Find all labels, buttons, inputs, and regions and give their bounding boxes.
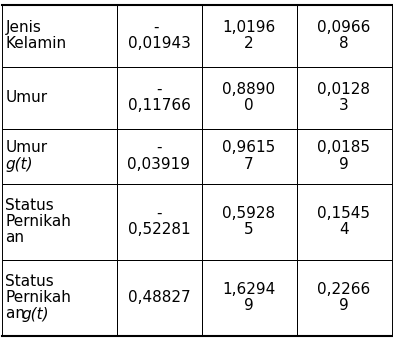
Text: Pernikah: Pernikah (6, 214, 72, 229)
Text: 0,0966: 0,0966 (317, 20, 371, 35)
Bar (296, 67, 391, 129)
Text: 1,0196: 1,0196 (222, 20, 275, 35)
Text: 0,0185: 0,0185 (318, 140, 371, 155)
Text: 8: 8 (339, 36, 349, 51)
Bar (116, 129, 202, 184)
Text: 0,03919: 0,03919 (127, 157, 191, 172)
Text: 0,1545: 0,1545 (318, 206, 371, 221)
Text: Status: Status (6, 273, 54, 289)
Text: Umur: Umur (6, 90, 48, 105)
Text: 3: 3 (339, 98, 349, 113)
Text: 0,9615: 0,9615 (222, 140, 275, 155)
Bar (2, 259, 116, 336)
Text: 0,11766: 0,11766 (128, 98, 191, 113)
Text: 1,6294: 1,6294 (222, 282, 275, 297)
Text: Umur: Umur (6, 140, 48, 155)
Bar (116, 184, 202, 259)
Text: 7: 7 (244, 157, 254, 172)
Text: 0,52281: 0,52281 (128, 222, 190, 237)
Bar (202, 184, 296, 259)
Text: 0,8890: 0,8890 (222, 82, 275, 97)
Text: 0,0128: 0,0128 (318, 82, 371, 97)
Text: -: - (156, 82, 162, 97)
Bar (2, 184, 116, 259)
Text: Kelamin: Kelamin (6, 36, 67, 51)
Text: g(t): g(t) (6, 157, 33, 172)
Text: 0,5928: 0,5928 (222, 206, 275, 221)
Text: -: - (154, 20, 164, 35)
Text: 0,48827: 0,48827 (128, 290, 190, 305)
Text: 9: 9 (339, 157, 349, 172)
Text: 0,2266: 0,2266 (318, 282, 371, 297)
Text: -: - (156, 206, 162, 221)
Bar (202, 67, 296, 129)
Bar (202, 129, 296, 184)
Bar (116, 259, 202, 336)
Text: 9: 9 (244, 298, 254, 313)
Text: g(t): g(t) (21, 306, 49, 322)
Text: Status: Status (6, 198, 54, 212)
Bar (296, 184, 391, 259)
Text: an: an (6, 231, 24, 245)
Bar (296, 259, 391, 336)
Bar (2, 129, 116, 184)
Bar (116, 67, 202, 129)
Text: 4: 4 (339, 222, 349, 237)
Bar (202, 259, 296, 336)
Bar (296, 4, 391, 67)
Text: 5: 5 (244, 222, 254, 237)
Bar (296, 129, 391, 184)
Text: 2: 2 (244, 36, 254, 51)
Text: Jenis: Jenis (6, 20, 41, 35)
Text: an: an (6, 306, 29, 322)
Bar (2, 4, 116, 67)
Text: 0,01943: 0,01943 (128, 36, 191, 51)
Bar (2, 67, 116, 129)
Bar (116, 4, 202, 67)
Text: -: - (156, 140, 162, 155)
Text: 0: 0 (244, 98, 254, 113)
Bar (202, 4, 296, 67)
Text: 9: 9 (339, 298, 349, 313)
Text: Pernikah: Pernikah (6, 290, 72, 305)
